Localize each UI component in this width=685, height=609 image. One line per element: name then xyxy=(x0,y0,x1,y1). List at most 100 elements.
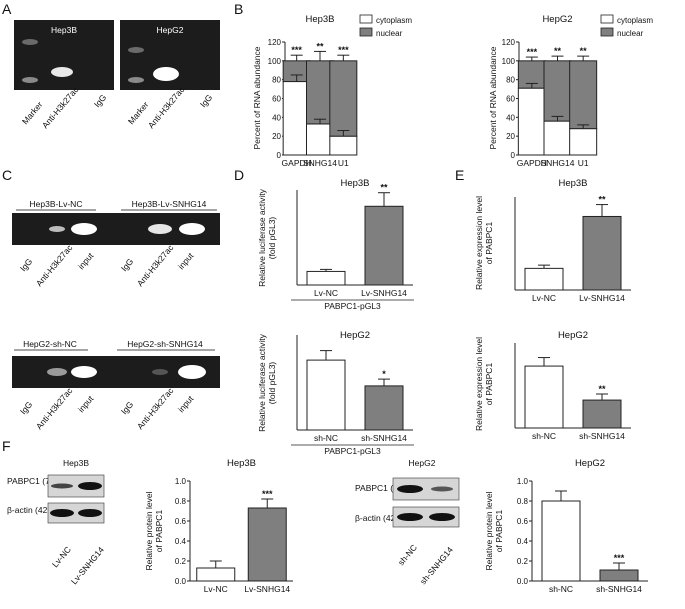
bar xyxy=(524,365,564,429)
chart-title: HepG2 xyxy=(575,458,605,469)
y-tick-label: 100 xyxy=(268,57,282,66)
chart-f-hepg2: HepG2 0.0 0.2 0.4 0.6 0.8 1.0 Relative protein … xyxy=(484,458,648,594)
y-tick-label: 0.2 xyxy=(517,557,529,566)
lane-label: sh-NC xyxy=(396,542,419,567)
x-tick-label: U1 xyxy=(338,158,349,168)
lane-label: IgG xyxy=(18,256,34,273)
row-label: β-actin (42KD) xyxy=(7,505,62,515)
y-axis-label: Relative luciferase activity xyxy=(257,333,267,432)
bar xyxy=(196,567,236,582)
y-axis-label: of PABPC1 xyxy=(484,363,494,406)
bar-nuclear xyxy=(329,60,358,137)
x-tick-label: SNHG14 xyxy=(303,158,337,168)
lane-label: input xyxy=(76,250,96,271)
row-label: β-actin (42KD) xyxy=(355,513,410,523)
y-axis-label: Relative protein level xyxy=(484,491,494,570)
y-tick-label: 0 xyxy=(511,151,516,160)
legend-label: cytoplasm xyxy=(376,16,412,25)
y-tick-label: 0.4 xyxy=(517,537,529,546)
legend-swatch xyxy=(359,14,373,24)
bar xyxy=(582,399,622,429)
band xyxy=(51,483,73,489)
x-tick-label: sh-NC xyxy=(532,431,556,441)
group-label: HepG2-sh-NC xyxy=(23,339,77,349)
x-tick-label: Lv-SNHG14 xyxy=(579,293,625,303)
x-tick-label: sh-SNHG14 xyxy=(361,433,407,443)
significance-label: ** xyxy=(598,384,606,394)
blot-strip xyxy=(47,474,105,498)
western-blot-hep3b xyxy=(47,474,105,524)
band xyxy=(178,365,206,379)
y-tick-label: 20 xyxy=(506,132,515,141)
lane-label: Lv-SNHG14 xyxy=(69,545,106,587)
y-axis-label: (fold pGL3) xyxy=(267,217,277,260)
group-label: HepG2-sh-SNHG14 xyxy=(127,339,203,349)
bar-cytoplasm xyxy=(569,128,598,156)
lane-label: IgG xyxy=(18,399,34,416)
blot-strip xyxy=(392,506,460,528)
bar-cytoplasm xyxy=(282,81,311,156)
gel-title: Hep3B xyxy=(51,25,77,35)
significance-label: ** xyxy=(598,195,606,205)
panel-label-a: A xyxy=(2,1,12,17)
panel-label-b: B xyxy=(234,1,243,17)
y-axis-label: Relative luciferase activity xyxy=(257,188,267,287)
y-axis-label: Percent of RNA abundance xyxy=(488,46,498,149)
y-tick-label: 120 xyxy=(502,38,516,47)
lane-label: Anti-H3k27ac xyxy=(135,242,176,288)
y-tick-label: 80 xyxy=(506,76,515,85)
y-tick-label: 20 xyxy=(272,132,281,141)
chart-d-hepg2: HepG2 Relative luciferase activity (fold p… xyxy=(257,330,414,456)
band xyxy=(78,509,102,517)
chip-band xyxy=(51,67,73,77)
band xyxy=(78,482,102,490)
y-tick-label: 0 xyxy=(277,151,282,160)
y-tick-label: 0.8 xyxy=(517,497,529,506)
band xyxy=(397,485,423,493)
panel-label-d: D xyxy=(234,167,244,183)
blot-title: Hep3B xyxy=(63,458,89,468)
lane-label: IgG xyxy=(119,399,135,416)
chart-title: HepG2 xyxy=(558,330,588,341)
chip-gel-hep3b xyxy=(12,213,220,245)
y-tick-label: 0.0 xyxy=(175,577,187,586)
y-tick-label: 0.2 xyxy=(175,557,187,566)
y-axis-label: of PABPC1 xyxy=(484,222,494,265)
y-axis-label: of PABPC1 xyxy=(494,510,504,553)
bar xyxy=(599,569,639,582)
x-tick-label: sh-NC xyxy=(549,584,573,594)
marker-band xyxy=(128,47,144,53)
y-tick-label: 1.0 xyxy=(517,477,529,486)
bar-nuclear xyxy=(543,60,572,122)
row-label: PABPC1 (71KD) xyxy=(355,483,417,493)
band xyxy=(431,486,453,492)
chip-gel-hepg2 xyxy=(12,356,220,388)
y-axis-label: of PABPC1 xyxy=(154,510,164,553)
marker-band xyxy=(128,77,144,83)
band xyxy=(71,366,97,378)
y-axis-label: Relative expression level xyxy=(474,337,484,431)
significance-label: *** xyxy=(291,45,302,55)
significance-label: *** xyxy=(614,553,625,563)
y-tick-label: 60 xyxy=(272,95,281,104)
lane-label: Anti-H3k27ac xyxy=(146,84,187,130)
bar-cytoplasm xyxy=(517,87,546,156)
panel-label-f: F xyxy=(2,438,11,454)
x-tick-label: sh-SNHG14 xyxy=(596,584,642,594)
x-tick-label: Lv-SNHG14 xyxy=(361,288,407,298)
lane-label: input xyxy=(176,250,196,271)
bar xyxy=(582,215,622,291)
legend-swatch xyxy=(359,27,373,37)
significance-label: ** xyxy=(554,46,562,56)
marker-band xyxy=(22,39,38,45)
significance-label: ** xyxy=(380,183,388,193)
y-tick-label: 1.0 xyxy=(175,477,187,486)
chart-b-hepg2: HepG2 0 20 40 60 80 100 120 Percent of RNA abund… xyxy=(488,14,653,168)
band xyxy=(179,223,205,235)
chart-f-hep3b: Hep3B 0.0 0.2 0.4 0.6 0.8 1.0 Relative protein … xyxy=(144,458,293,594)
x-tick-label: Lv-NC xyxy=(314,288,338,298)
group-label: Hep3B-Lv-NC xyxy=(30,199,83,209)
band xyxy=(49,226,65,232)
group-label: Hep3B-Lv-SNHG14 xyxy=(132,199,207,209)
